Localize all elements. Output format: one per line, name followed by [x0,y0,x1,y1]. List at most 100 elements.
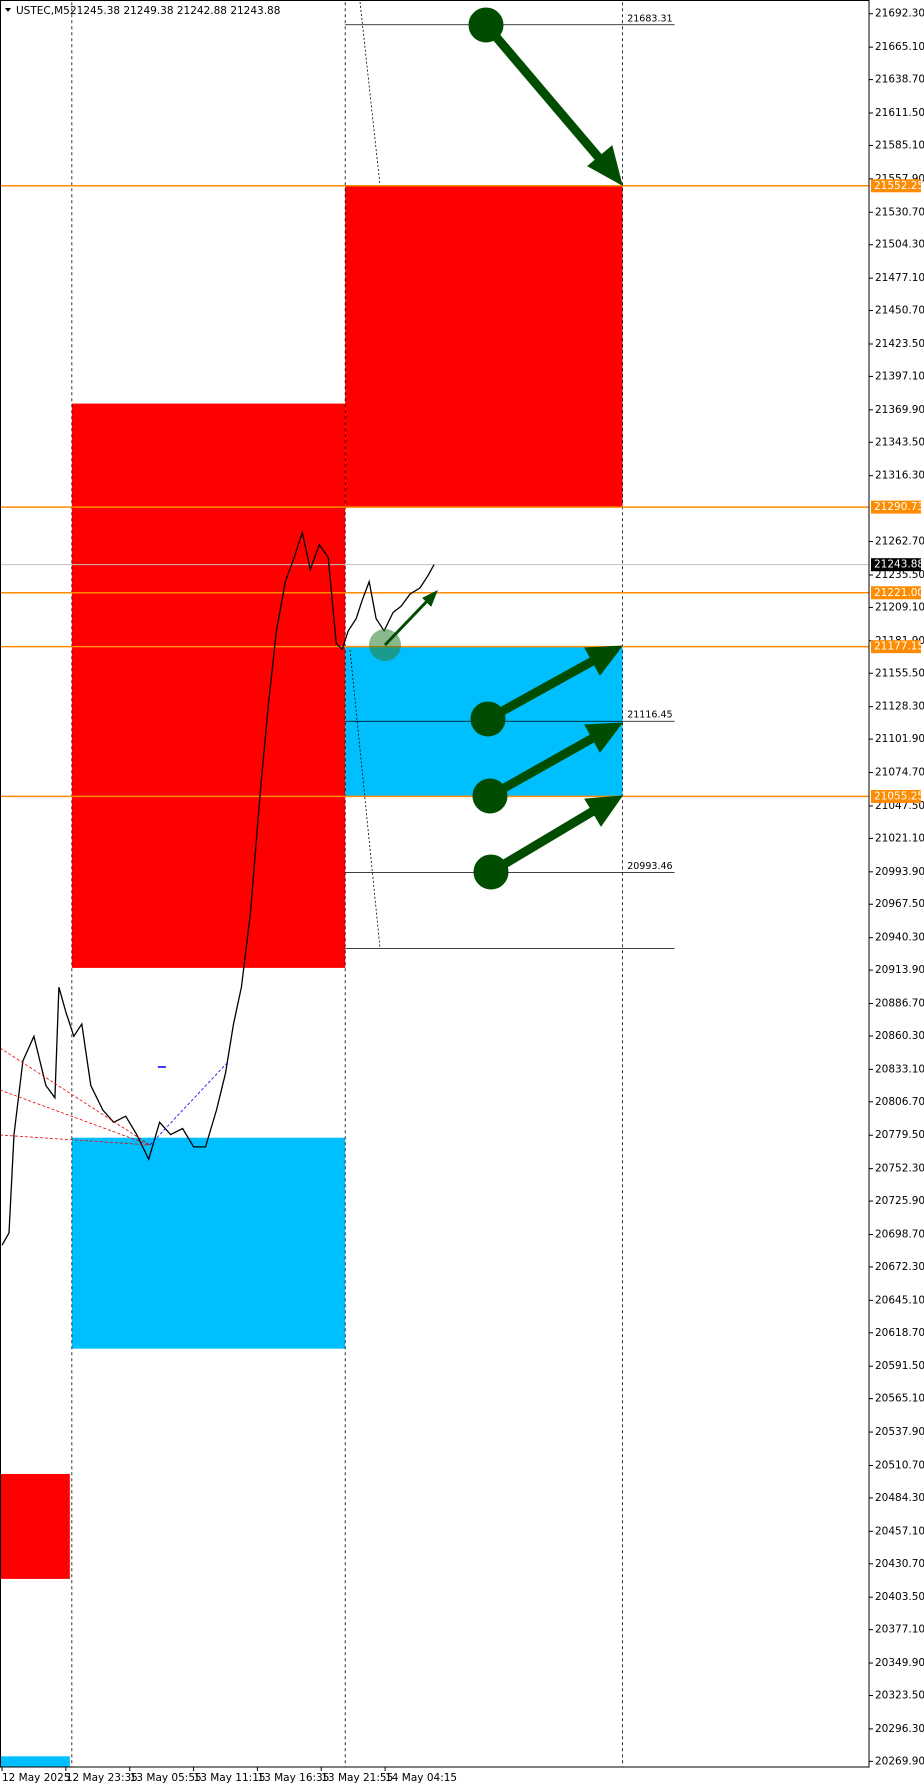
x-tick-label: 13 May 11:15 [194,1772,266,1784]
y-tick-label: 20672.30 [875,1261,924,1273]
zones [0,185,623,1767]
price-series [1,530,435,1246]
y-tick-label: 20430.70 [875,1558,924,1570]
arrow [383,596,432,647]
y-tick-label: 20860.30 [875,1030,924,1042]
y-tick-label: 20269.90 [875,1755,924,1767]
y-tick-label: 21397.10 [875,370,924,382]
y-tick-label: 21477.10 [875,272,924,284]
y-tick-label: 20323.50 [875,1689,924,1701]
arrow-head [584,722,624,753]
decorations [0,1,624,1146]
x-tick-label: 12 May 23:35 [66,1772,138,1784]
y-tick-label: 20913.90 [875,964,924,976]
y-tick-label: 21585.10 [875,139,924,151]
zone [0,1756,70,1767]
y-tick-label: 21074.70 [875,767,924,779]
y-tick-label: 20484.30 [875,1492,924,1504]
y-tick-label: 20349.90 [875,1657,924,1669]
plot-frame [0,0,870,1768]
level-tag [871,789,921,803]
x-tick-label: 14 May 04:15 [385,1772,457,1784]
y-tick-label: 20403.50 [875,1591,924,1603]
price-tag-label: 21243.88 [874,559,924,571]
y-tick-label: 20886.70 [875,998,924,1010]
arrow-head [584,795,624,827]
zone [71,403,346,968]
y-tick-label: 20833.10 [875,1063,924,1075]
arrow [487,730,603,800]
y-tick-label: 20457.10 [875,1525,924,1537]
price-tag [871,558,921,572]
y-tick-label: 21101.90 [875,733,924,745]
y-tick-label: 20510.70 [875,1459,924,1471]
level-tag [871,500,921,514]
y-tick-label: 20537.90 [875,1426,924,1438]
zone [0,1473,70,1579]
level-tag-label: 21055.25 [874,790,924,802]
y-tick-label: 21665.10 [875,41,924,53]
y-tick-label: 20993.90 [875,866,924,878]
y-tick-label: 21128.30 [875,701,924,713]
price-line-label: 20993.46 [627,861,672,872]
y-tick-label: 21343.50 [875,436,924,448]
x-tick-label: 13 May 05:55 [130,1772,202,1784]
level-tag-label: 21552.25 [874,180,924,192]
y-tick-label: 21262.70 [875,536,924,548]
y-tick-label: 20779.50 [875,1129,924,1141]
labels: 21683.31 21116.45 20993.46 21692.30 21665.10… [2,8,924,1784]
trend-line [0,1047,151,1146]
series [1,530,435,1246]
trend-line [0,1089,151,1146]
y-tick-label: 21021.10 [875,832,924,844]
trend-line [0,1134,151,1146]
y-tick-label: 21369.90 [875,404,924,416]
price-line-label: 21116.45 [627,710,672,721]
level-tag-label: 21290.73 [874,501,924,513]
level-tag [871,586,921,600]
y-tick-label: 21235.50 [875,569,924,581]
y-tick-label: 21316.30 [875,470,924,482]
arrow-head [422,589,438,607]
arrow-head [587,145,623,187]
y-tick-label: 20806.70 [875,1096,924,1108]
arrow-head [584,645,624,676]
axes [0,0,873,1771]
y-tick-label: 20296.30 [875,1723,924,1735]
arrow [482,22,609,168]
y-tick-label: 21450.70 [875,305,924,317]
x-tick-label: 13 May 21:55 [321,1772,393,1784]
zone [71,1137,346,1349]
menu-icon[interactable] [5,8,11,12]
arrows [369,7,624,890]
y-tick-label: 20967.50 [875,898,924,910]
y-tick-label: 21638.70 [875,74,924,86]
x-tick-label: 12 May 2025 [2,1772,70,1784]
y-tick-label: 20618.70 [875,1327,924,1339]
projection-line [359,1,381,186]
arrow [488,803,603,876]
y-tick-label: 20565.10 [875,1393,924,1405]
y-tick-label: 20377.10 [875,1624,924,1636]
arrow [485,653,603,723]
price-line-label: 21683.31 [627,13,672,24]
level-tag [871,640,921,654]
level-tag [871,179,921,193]
y-tick-label: 21504.30 [875,239,924,251]
y-tick-label: 20940.30 [875,932,924,944]
trend-line [149,1061,229,1146]
projection-line [349,649,381,949]
y-tick-label: 20752.30 [875,1163,924,1175]
y-tick-label: 21047.50 [875,800,924,812]
level-tag-label: 21221.00 [874,587,924,599]
y-tick-label: 21530.70 [875,206,924,218]
y-tick-label: 20645.10 [875,1294,924,1306]
y-tick-label: 21692.30 [875,8,924,20]
zone [345,185,623,508]
y-tick-label: 21209.10 [875,601,924,613]
symbol: USTEC,M5 [16,5,70,17]
y-tick-label: 21155.50 [875,667,924,679]
x-tick-label: 13 May 16:35 [257,1772,329,1784]
y-tick-label: 20591.50 [875,1360,924,1372]
